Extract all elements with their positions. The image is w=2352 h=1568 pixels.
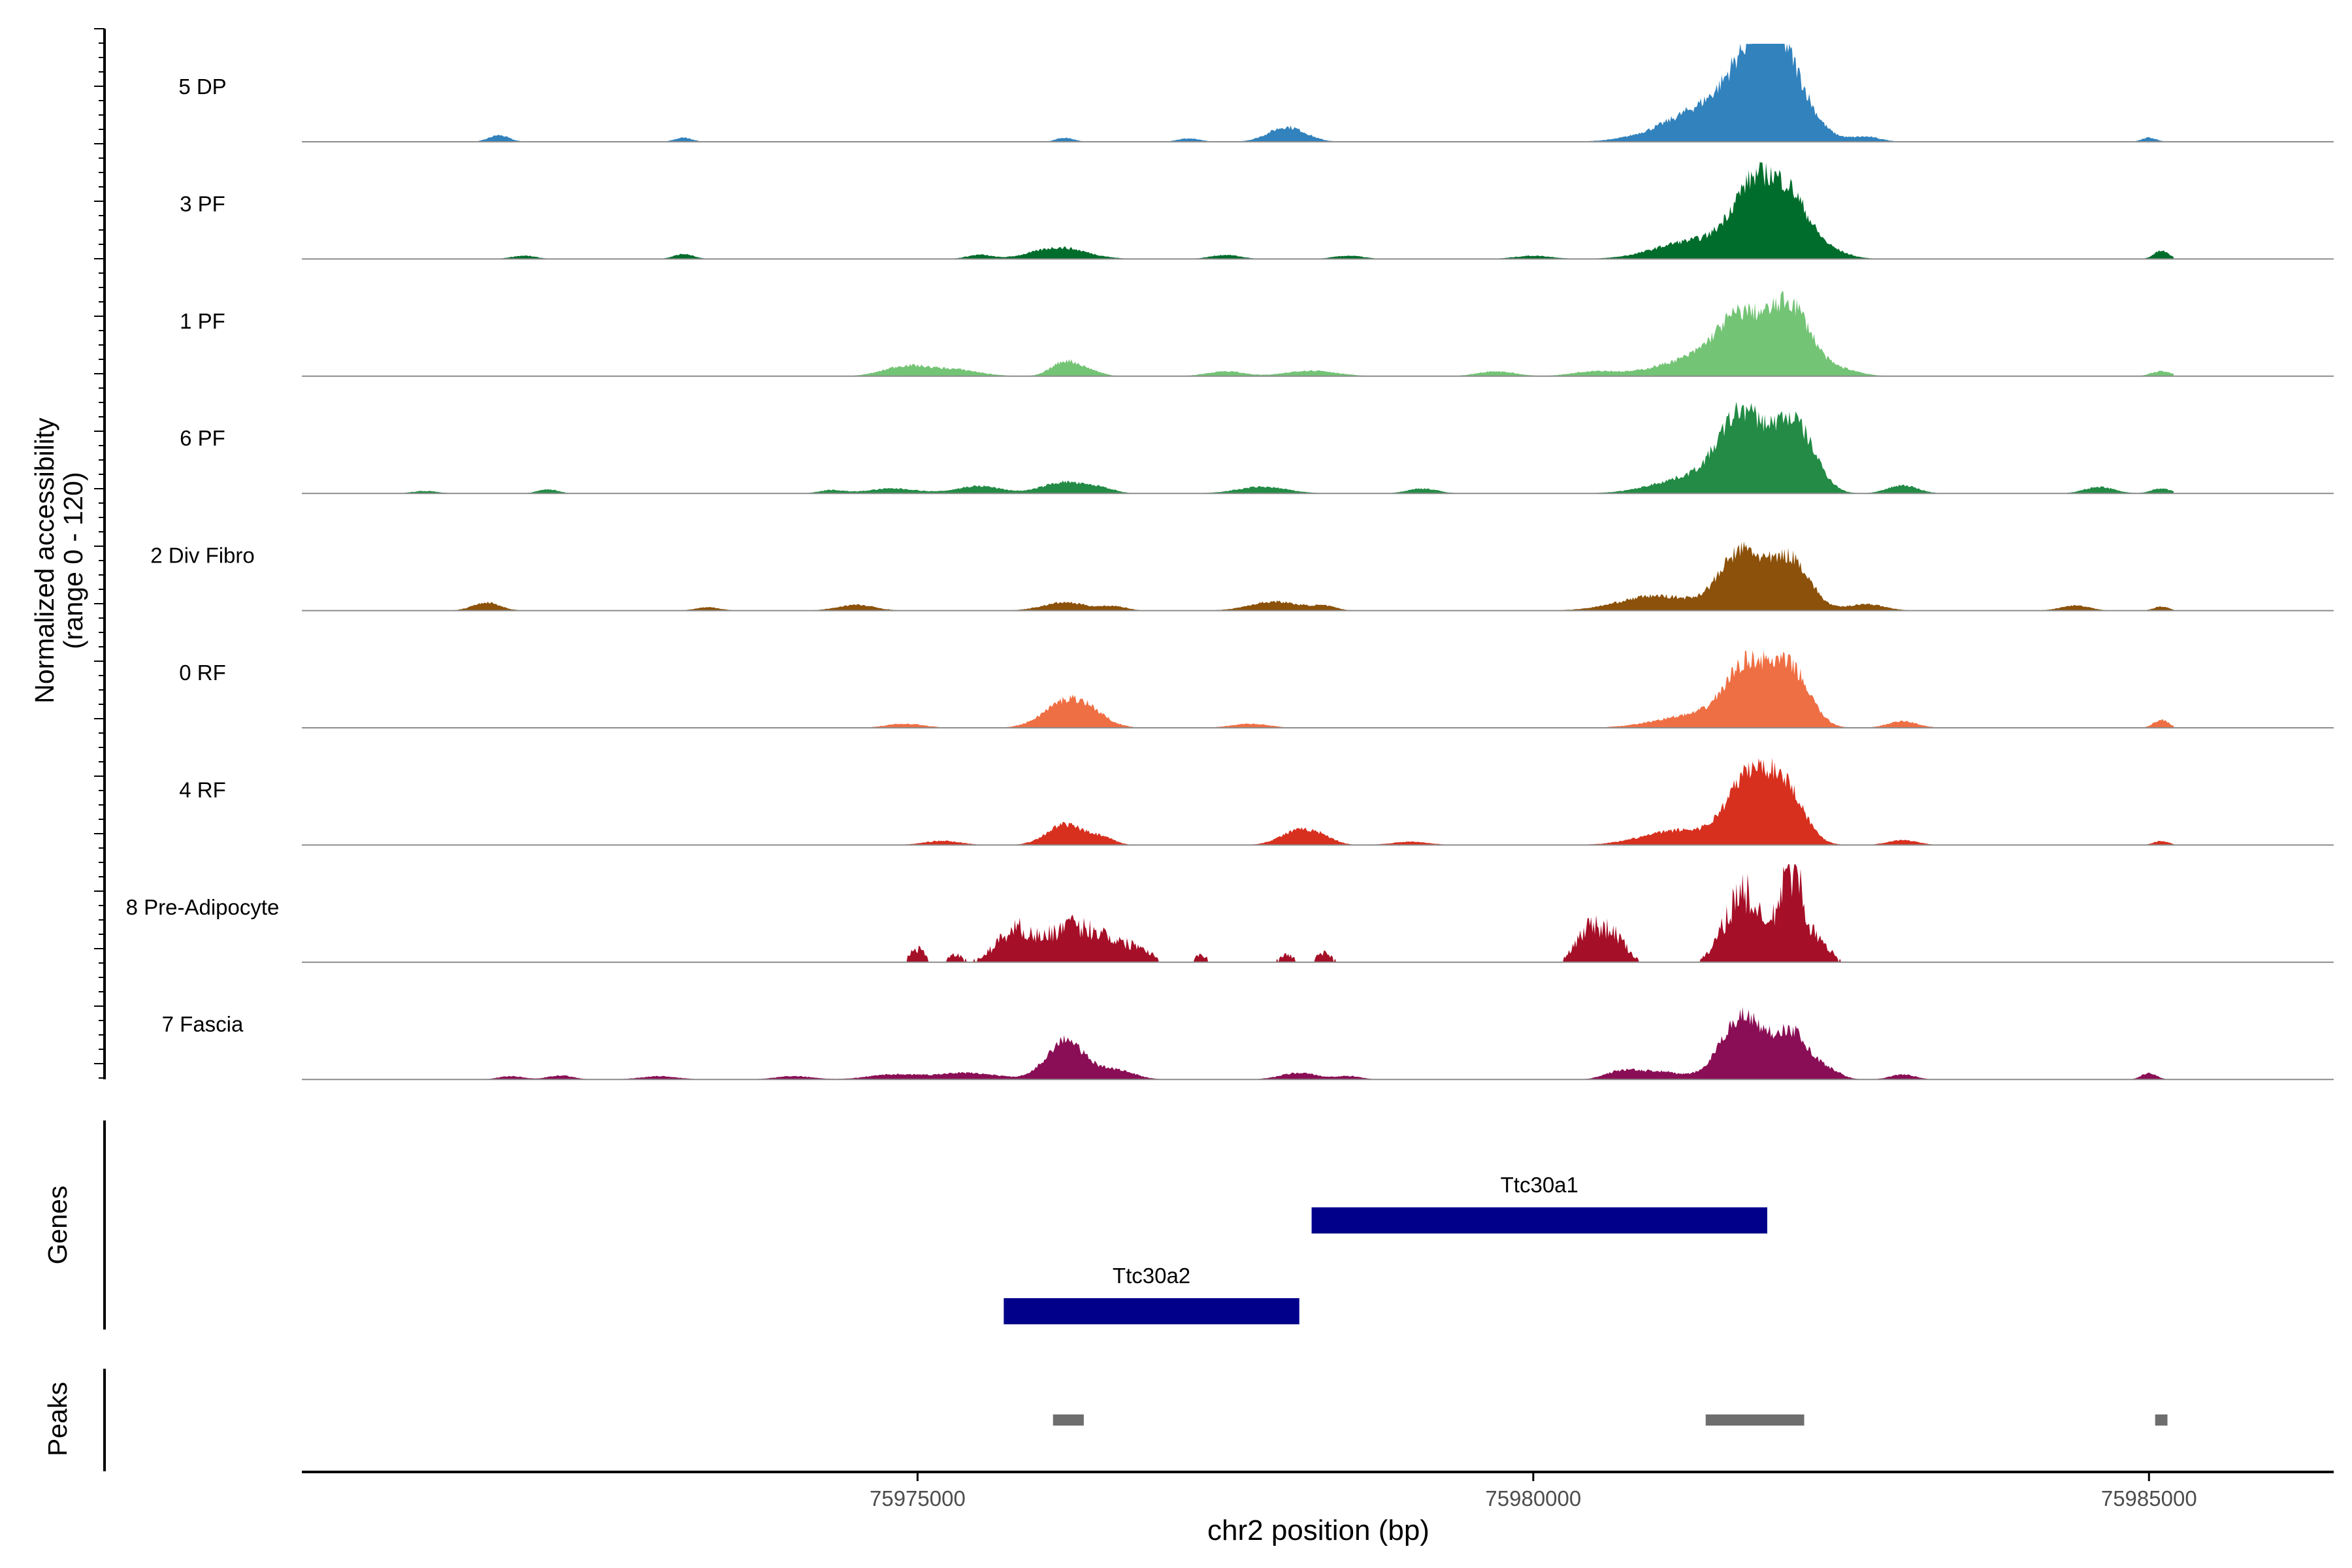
track-label: 0 RF	[179, 661, 226, 685]
track-label: 7 Fascia	[162, 1012, 244, 1036]
track-label: 3 PF	[180, 191, 225, 216]
coverage-tracks: 5 DP 3 PF 1 PF 6 PF 2 Div Fibro 0 RF 4 RF 8 Pre…	[126, 44, 2334, 1081]
track-label: 5 DP	[178, 74, 226, 99]
track-label: 1 PF	[180, 309, 225, 333]
x-tick-label: 75985000	[2101, 1486, 2197, 1511]
coverage-area-1-pf	[302, 291, 2174, 376]
y-axis-title: Normalized accessibility (range 0 - 120)	[29, 417, 88, 704]
track-label: 2 Div Fibro	[150, 544, 255, 568]
gene-label: Ttc30a1	[1501, 1173, 1578, 1197]
coverage-area-6-pf	[302, 401, 2174, 494]
gene-label: Ttc30a2	[1113, 1264, 1190, 1288]
peaks-section-label: Peaks	[42, 1382, 73, 1456]
coverage-area-5-dp	[302, 44, 2174, 142]
y-axis-title-line1: Normalized accessibility	[29, 417, 59, 704]
coverage-area-2-div-fibro	[302, 542, 2174, 611]
peak-region	[2155, 1414, 2168, 1426]
coverage-area-0-rf	[302, 650, 2174, 728]
peak-region	[1053, 1414, 1084, 1426]
gene-track: Ttc30a1 Ttc30a2	[1004, 1173, 1767, 1324]
left-axis	[94, 28, 106, 1471]
track-label: 4 RF	[179, 777, 226, 802]
x-axis: 75975000 75980000 75985000	[302, 1471, 2334, 1511]
x-tick-label: 75975000	[870, 1486, 966, 1511]
gene-body-ttc30a1	[1311, 1207, 1767, 1233]
y-axis-title-line2: (range 0 - 120)	[58, 472, 88, 649]
track-label: 8 Pre-Adipocyte	[126, 895, 280, 919]
peak-track	[1053, 1414, 2168, 1426]
coverage-area-7-fascia	[302, 1007, 2174, 1080]
coverage-area-4-rf	[302, 757, 2174, 845]
genes-section-label: Genes	[42, 1186, 73, 1265]
coverage-area-3-pf	[302, 161, 2174, 259]
x-axis-title: chr2 position (bp)	[1207, 1514, 1429, 1546]
peak-region	[1705, 1414, 1805, 1426]
gene-body-ttc30a2	[1004, 1298, 1299, 1324]
track-label: 6 PF	[180, 426, 225, 450]
coverage-area-8-pre-adipocyte	[302, 864, 2174, 962]
x-tick-label: 75980000	[1485, 1486, 1581, 1511]
